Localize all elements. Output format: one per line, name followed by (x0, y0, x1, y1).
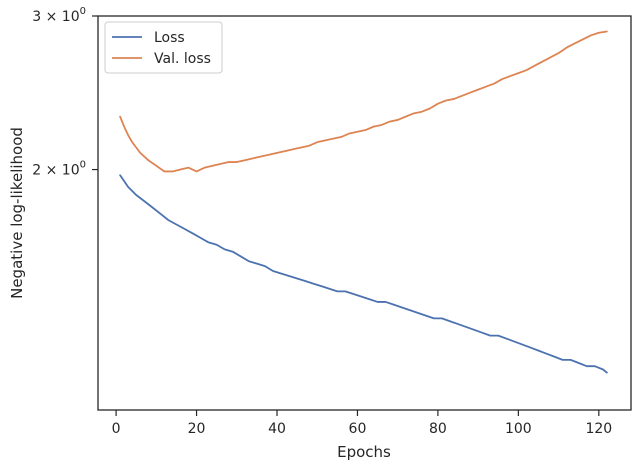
x-tick-label: 120 (585, 421, 612, 437)
x-tick-label: 60 (349, 421, 367, 437)
legend-label-loss: Loss (154, 30, 185, 46)
x-axis-label: Epochs (337, 443, 391, 461)
legend-box (104, 21, 223, 74)
x-tick-label: 0 (112, 421, 121, 437)
x-tick-label: 100 (505, 421, 532, 437)
x-tick-label: 80 (429, 421, 447, 437)
y-tick-label: 2 × 100 (32, 160, 86, 179)
axes-frame (97, 15, 632, 411)
series-line-val-loss (119, 30, 608, 173)
legend-label-val-loss: Val. loss (154, 51, 211, 67)
y-axis: 3 × 100 2 × 100 (32, 6, 98, 179)
x-axis: 0 20 40 60 80 100 120 (112, 410, 612, 437)
legend: Loss Val. loss (104, 21, 223, 74)
series-line-loss (119, 174, 608, 374)
y-axis-label: Negative log-likelihood (8, 127, 26, 299)
y-tick-label: 3 × 100 (32, 6, 86, 25)
plot-area (119, 30, 608, 374)
x-tick-label: 40 (268, 421, 286, 437)
x-tick-label: 20 (188, 421, 206, 437)
